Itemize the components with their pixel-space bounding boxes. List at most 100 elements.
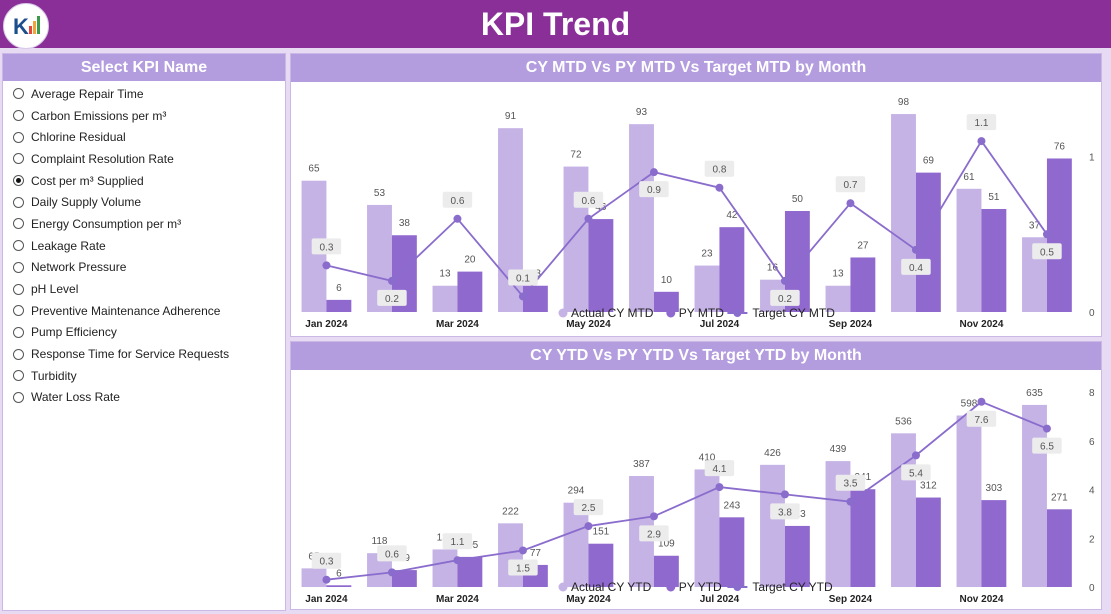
x-axis-tick: Mar 2024 (436, 594, 479, 605)
radio-unchecked-icon[interactable] (13, 305, 24, 317)
target-point (911, 245, 920, 254)
target-point-label-box (573, 499, 604, 516)
target-point-label-box (901, 464, 931, 481)
previous-bar-label: 10 (661, 275, 673, 286)
previous-bar (588, 219, 614, 312)
radio-unchecked-icon[interactable] (13, 88, 24, 100)
previous-bar (653, 555, 679, 587)
kpi-option-label: Leakage Rate (31, 238, 106, 253)
target-point-label-box (770, 289, 800, 306)
x-axis-tick: Nov 2024 (959, 319, 1003, 330)
previous-bar (457, 271, 483, 312)
target-point-label: 0.6 (450, 196, 464, 207)
kpi-option[interactable]: Pump Efficiency (3, 322, 285, 344)
kpi-option[interactable]: Leakage Rate (3, 235, 285, 257)
actual-bar (563, 502, 589, 587)
radio-unchecked-icon[interactable] (13, 283, 24, 295)
kpi-option[interactable]: Response Time for Service Requests (3, 343, 285, 365)
radio-unchecked-icon[interactable] (13, 131, 24, 143)
target-point-label: 0.3 (319, 557, 333, 568)
target-point (649, 168, 658, 177)
x-axis-tick: Jul 2024 (700, 594, 740, 605)
kpi-option-label: Water Loss Rate (31, 390, 120, 405)
target-point (322, 575, 331, 584)
actual-bar (760, 464, 785, 587)
kpi-option[interactable]: Energy Consumption per m³ (3, 213, 285, 235)
radio-unchecked-icon[interactable] (13, 153, 24, 165)
target-point-label-box (966, 410, 997, 427)
kpi-option-label: Response Time for Service Requests (31, 347, 230, 362)
radio-unchecked-icon[interactable] (13, 261, 24, 273)
actual-bar-label: 16 (767, 263, 779, 274)
actual-bar-label: 222 (502, 506, 519, 517)
ytd-chart: 02468656Jan 202411859131105Mar 202422277… (301, 388, 1095, 605)
radio-unchecked-icon[interactable] (13, 218, 24, 230)
actual-bar-label: 387 (633, 459, 650, 470)
radio-unchecked-icon[interactable] (13, 348, 24, 360)
kpi-option[interactable]: Water Loss Rate (3, 387, 285, 409)
radio-unchecked-icon[interactable] (13, 391, 24, 403)
actual-bar-label: 13 (832, 269, 844, 280)
target-point (518, 546, 527, 555)
right-axis-tick: 0 (1089, 308, 1095, 319)
mtd-chart-panel: CY MTD Vs PY MTD Vs Target MTD by Month … (290, 53, 1102, 337)
previous-bar-label: 69 (923, 156, 935, 167)
target-point-label-box (508, 559, 538, 576)
radio-unchecked-icon[interactable] (13, 370, 24, 382)
x-axis-tick: Nov 2024 (959, 594, 1003, 605)
kpi-option[interactable]: Cost per m³ Supplied (3, 170, 285, 192)
target-point-label-box (1032, 437, 1062, 454)
previous-bar-label: 243 (724, 500, 741, 511)
kpi-option-label: Preventive Maintenance Adherence (31, 303, 221, 318)
actual-bar-label: 294 (568, 486, 585, 497)
kpi-option[interactable]: Carbon Emissions per m³ (3, 105, 285, 127)
radio-unchecked-icon[interactable] (13, 110, 24, 122)
actual-bar-label: 91 (505, 111, 517, 122)
right-axis-tick: 0 (1089, 583, 1095, 594)
target-point (780, 490, 789, 499)
kpi-option[interactable]: Preventive Maintenance Adherence (3, 300, 285, 322)
target-point (1042, 230, 1051, 239)
previous-bar (915, 497, 941, 587)
radio-unchecked-icon[interactable] (13, 196, 24, 208)
actual-bar-label: 598 (961, 399, 978, 410)
target-point-label-box (311, 552, 342, 569)
x-axis-tick: Sep 2024 (829, 594, 873, 605)
previous-bar-label: 312 (920, 481, 937, 492)
legend-swatch (666, 308, 676, 318)
target-point (780, 276, 789, 285)
target-point-label: 7.6 (974, 415, 988, 426)
kpi-option[interactable]: Turbidity (3, 365, 285, 387)
previous-bar (522, 285, 548, 312)
target-point-label: 3.8 (778, 507, 792, 518)
radio-unchecked-icon[interactable] (13, 326, 24, 338)
target-point-label: 0.5 (1040, 247, 1054, 258)
previous-bar-label: 20 (464, 255, 476, 266)
legend-label: Target CY MTD (752, 306, 835, 320)
right-axis-tick: 6 (1089, 437, 1095, 448)
radio-unchecked-icon[interactable] (13, 240, 24, 252)
actual-bar (956, 415, 982, 587)
legend-label: PY MTD (679, 306, 724, 320)
header-bar: K KPI Trend (0, 0, 1111, 49)
target-point-label-box (704, 460, 735, 477)
previous-bar (719, 517, 745, 587)
target-point-label-box (377, 289, 407, 306)
kpi-option[interactable]: Average Repair Time (3, 83, 285, 105)
actual-bar (563, 166, 589, 312)
kpi-option-label: Cost per m³ Supplied (31, 173, 144, 188)
previous-bar (981, 208, 1007, 312)
target-point (649, 512, 658, 521)
target-point-label: 5.4 (909, 468, 923, 479)
actual-bar (825, 285, 851, 312)
target-point-label: 0.6 (581, 196, 595, 207)
actual-bar-label: 37 (1029, 220, 1041, 231)
kpi-option[interactable]: Chlorine Residual (3, 126, 285, 148)
kpi-option[interactable]: Network Pressure (3, 257, 285, 279)
company-logo-icon: K (3, 3, 49, 49)
kpi-option[interactable]: Complaint Resolution Rate (3, 148, 285, 170)
kpi-option[interactable]: pH Level (3, 278, 285, 300)
radio-checked-icon[interactable] (13, 175, 24, 187)
kpi-option[interactable]: Daily Supply Volume (3, 191, 285, 213)
